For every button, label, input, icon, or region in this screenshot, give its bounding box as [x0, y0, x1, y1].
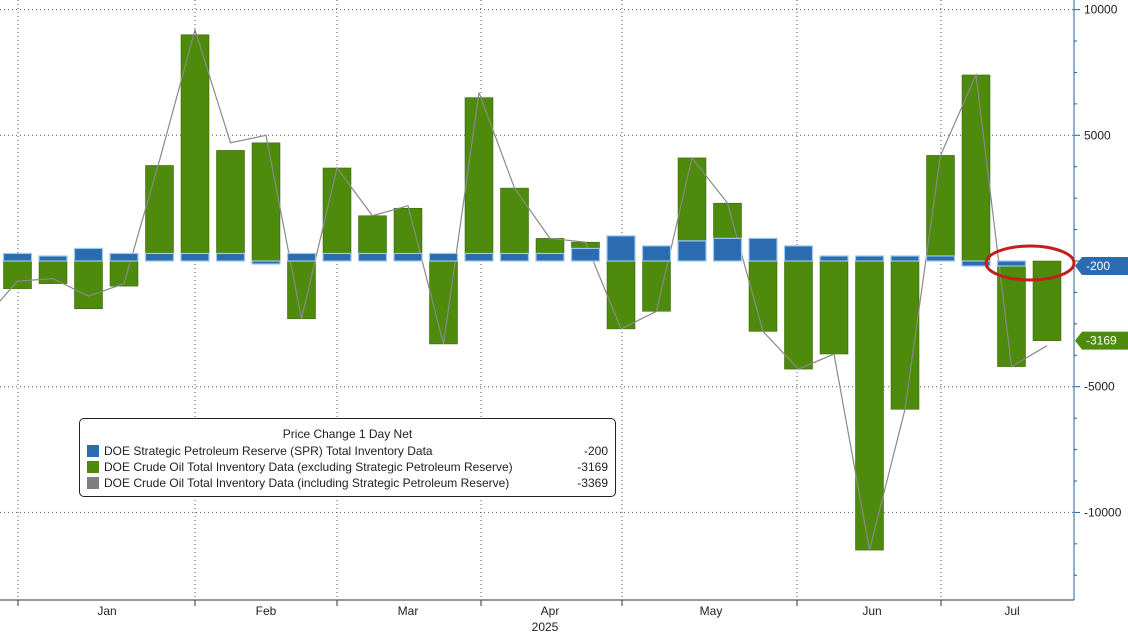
spr-bar [215, 252, 246, 262]
spr-bar [783, 245, 814, 262]
spr-bar [535, 252, 565, 262]
spr-bar [854, 255, 885, 262]
last-value-tag-spr [1075, 257, 1128, 276]
crude-bar [961, 74, 991, 262]
spr-bar [322, 252, 352, 262]
spr-bar [428, 252, 459, 262]
spr-bar [606, 235, 636, 262]
crude-bar [145, 165, 174, 262]
spr-bar [925, 255, 956, 262]
crude-bar [180, 34, 210, 262]
crude-bar [606, 260, 636, 330]
last-value-label-crude: -3169 [1086, 334, 1117, 348]
legend-value-spr: -200 [583, 444, 608, 458]
spr-bar [464, 252, 494, 262]
spr-bar [180, 252, 210, 262]
y-tick-label: 10000 [1084, 3, 1118, 17]
crude-bar [216, 150, 245, 262]
spr-bar [109, 252, 139, 262]
legend-swatch-crude-incl-spr [87, 477, 99, 489]
spr-bar [961, 260, 991, 267]
crude-bar [251, 142, 281, 262]
crude-bar [500, 187, 529, 262]
spr-bar [677, 240, 707, 262]
legend-item-crude-ex-spr: DOE Crude Oil Total Inventory Data (excl… [80, 459, 615, 475]
legend: Price Change 1 Day Net DOE Strategic Pet… [79, 418, 616, 497]
legend-swatch-spr [87, 445, 99, 457]
legend-item-crude-incl-spr: DOE Crude Oil Total Inventory Data (incl… [80, 475, 615, 491]
crude-bar [890, 260, 920, 410]
last-value-tag-crude [1075, 331, 1128, 350]
legend-label-crude-ex-spr: DOE Crude Oil Total Inventory Data (excl… [104, 460, 513, 474]
crude-bar [464, 97, 494, 262]
spr-bar [819, 255, 849, 262]
spr-bar [890, 255, 920, 262]
crude-bar [74, 260, 103, 310]
spr-bar [251, 260, 281, 265]
spr-bar [499, 252, 530, 262]
crude-bar [1032, 260, 1062, 341]
x-tick-label: Jul [1004, 604, 1019, 618]
legend-item-spr: DOE Strategic Petroleum Reserve (SPR) To… [80, 443, 615, 459]
x-tick-label: Feb [256, 604, 277, 618]
crude-bar [38, 260, 68, 284]
spr-bar [2, 252, 33, 262]
crude-bar [819, 260, 849, 355]
legend-value-crude-incl-spr: -3369 [577, 476, 608, 490]
x-tick-label: Jan [97, 604, 116, 618]
crude-bar [322, 167, 352, 262]
legend-swatch-crude-ex-spr [87, 461, 99, 473]
crude-bar [855, 260, 884, 551]
spr-bar [570, 247, 601, 262]
annotation-circle [984, 244, 1076, 282]
spr-bar [286, 252, 317, 262]
crude-bar [784, 260, 813, 370]
y-tick-label: 5000 [1084, 128, 1111, 142]
y-tick-label: -5000 [1084, 380, 1115, 394]
spr-bar [712, 237, 743, 262]
spr-bar [73, 247, 104, 262]
spr-bar [357, 252, 388, 262]
spr-bar [996, 260, 1027, 267]
legend-title: Price Change 1 Day Net [282, 427, 413, 441]
spr-bar [641, 245, 672, 262]
spr-bar [393, 252, 423, 262]
legend-label-spr: DOE Strategic Petroleum Reserve (SPR) To… [104, 444, 433, 458]
spr-bar [38, 255, 68, 262]
x-tick-label: Apr [541, 604, 560, 618]
y-tick-label: -10000 [1084, 505, 1122, 519]
crude-bar [926, 155, 955, 262]
x-tick-label: May [700, 604, 723, 618]
spr-bar [748, 237, 778, 262]
x-tick-label: Mar [398, 604, 419, 618]
total-line [0, 27, 1048, 551]
last-value-label-spr: -200 [1086, 259, 1110, 273]
x-tick-label: Jun [862, 604, 881, 618]
crude-bar [393, 207, 423, 262]
legend-value-crude-ex-spr: -3169 [577, 460, 608, 474]
legend-label-crude-incl-spr: DOE Crude Oil Total Inventory Data (incl… [104, 476, 510, 490]
crude-bar [3, 260, 32, 289]
spr-bar [144, 252, 175, 262]
x-axis-year-label: 2025 [532, 620, 559, 634]
